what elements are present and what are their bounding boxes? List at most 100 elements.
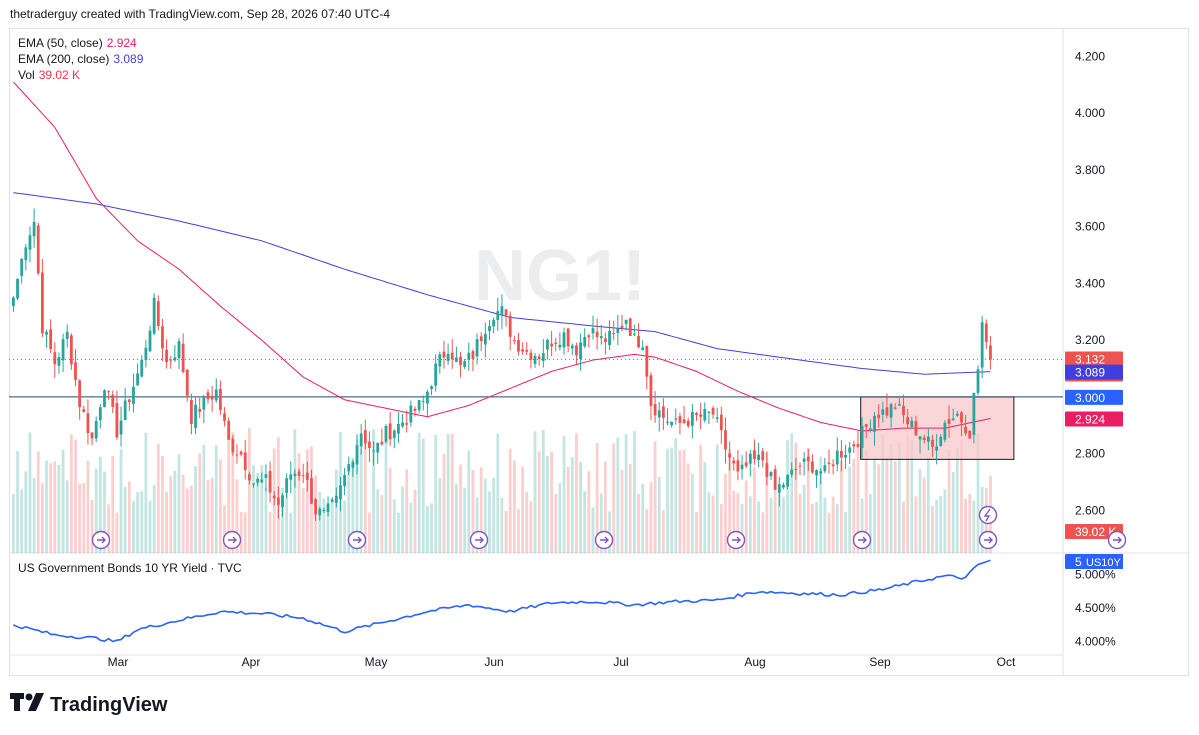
event-marker-arrow	[600, 536, 609, 544]
candle-body	[368, 441, 371, 448]
volume-bar	[554, 494, 558, 553]
candle-body	[152, 297, 156, 334]
candle-body	[372, 450, 375, 452]
event-marker-icon[interactable]	[469, 530, 489, 550]
candle-body	[413, 408, 417, 411]
candle-body	[554, 342, 558, 344]
candle-body	[608, 330, 611, 346]
candle-body	[757, 454, 760, 461]
volume-bar	[591, 507, 595, 553]
candle-body	[388, 423, 392, 440]
candle-body	[450, 352, 454, 360]
candle-body	[285, 478, 289, 493]
volume-bar	[819, 456, 823, 553]
candle-body	[951, 418, 955, 421]
price-tick-label: 3.400	[1075, 276, 1105, 290]
candle-body	[260, 479, 264, 483]
event-marker-icon[interactable]	[347, 530, 367, 550]
volume-bar	[103, 471, 106, 553]
candle-body	[384, 426, 388, 442]
candle-body	[488, 325, 491, 332]
symbol-watermark: NG1!	[474, 236, 646, 316]
legend-volume[interactable]: Vol 39.02 K	[18, 67, 80, 83]
volume-bar	[173, 470, 177, 553]
candle-body	[409, 405, 413, 423]
volume-bar	[508, 448, 512, 553]
volume-bar	[61, 449, 65, 553]
volume-bar	[815, 502, 818, 553]
legend-vol-value: 39.02 K	[38, 68, 81, 82]
volume-bar	[765, 452, 769, 553]
volume-bar	[811, 503, 814, 553]
event-marker-icon[interactable]	[726, 530, 746, 550]
legend-ema200[interactable]: EMA (200, close) 3.089	[18, 51, 143, 67]
volume-bar	[666, 448, 669, 553]
candle-body	[802, 458, 806, 462]
volume-bar	[119, 449, 123, 553]
volume-bar	[450, 434, 454, 553]
candle-body	[984, 323, 988, 342]
candle-body	[864, 424, 868, 427]
candle-body	[682, 419, 686, 423]
event-marker-icon[interactable]	[222, 530, 242, 550]
volume-bar	[90, 499, 94, 553]
candle-body	[699, 414, 703, 417]
candle-body	[860, 425, 864, 448]
candle-body	[434, 363, 438, 386]
candle-body	[223, 413, 226, 421]
volume-bar	[707, 492, 711, 553]
event-marker-icon[interactable]	[1107, 530, 1127, 550]
candle-body	[947, 419, 951, 424]
tradingview-logo[interactable]: TradingView	[10, 693, 167, 717]
candle-body	[960, 412, 963, 423]
volume-bar	[281, 487, 284, 553]
yield-axis-ticks: 5.000% 4.500% 4.000%	[1075, 568, 1116, 649]
legend-ema50[interactable]: EMA (50, close) 2.924	[18, 35, 137, 51]
volume-bar	[148, 500, 152, 553]
volume-bar	[699, 444, 703, 553]
candle-body	[566, 328, 570, 347]
candle-body	[82, 409, 86, 412]
candle-body	[881, 409, 885, 415]
candle-body	[314, 499, 318, 515]
candle-body	[558, 344, 562, 348]
event-marker-icon[interactable]	[594, 530, 614, 550]
candle-body	[678, 416, 682, 423]
bolt-circle	[978, 505, 998, 525]
volume-bar	[753, 467, 756, 553]
volume-bar	[724, 473, 727, 553]
candle-body	[276, 497, 280, 505]
volume-bar	[848, 466, 852, 553]
candle-body	[156, 301, 160, 326]
candle-body	[773, 469, 777, 490]
candle-body	[591, 328, 595, 334]
event-marker-icon[interactable]	[91, 530, 111, 550]
candle-body	[918, 436, 922, 440]
volume-bar	[223, 505, 226, 553]
volume-bar	[910, 439, 914, 553]
candle-body	[426, 391, 429, 404]
volume-bar	[757, 501, 760, 553]
candle-body	[256, 478, 260, 483]
candle-body	[666, 421, 669, 423]
earnings-bolt-icon[interactable]	[978, 505, 998, 525]
volume-bar	[94, 468, 98, 553]
event-marker-icon[interactable]	[978, 530, 998, 550]
candle-body	[616, 328, 620, 334]
volume-bar	[247, 428, 251, 553]
candle-body	[972, 392, 976, 435]
volume-bar	[65, 480, 69, 553]
volume-bar	[219, 459, 222, 553]
event-markers[interactable]	[91, 505, 1127, 550]
candle-body	[831, 464, 835, 467]
event-marker-icon[interactable]	[852, 530, 872, 550]
volume-bar	[152, 485, 156, 553]
candle-body	[442, 351, 446, 358]
candle-body	[968, 430, 972, 439]
legend-ema200-value: 3.089	[113, 52, 144, 66]
tv-logo-icon	[10, 693, 44, 717]
candle-body	[765, 463, 769, 477]
candle-body	[305, 472, 309, 480]
volume-bar	[512, 460, 516, 553]
